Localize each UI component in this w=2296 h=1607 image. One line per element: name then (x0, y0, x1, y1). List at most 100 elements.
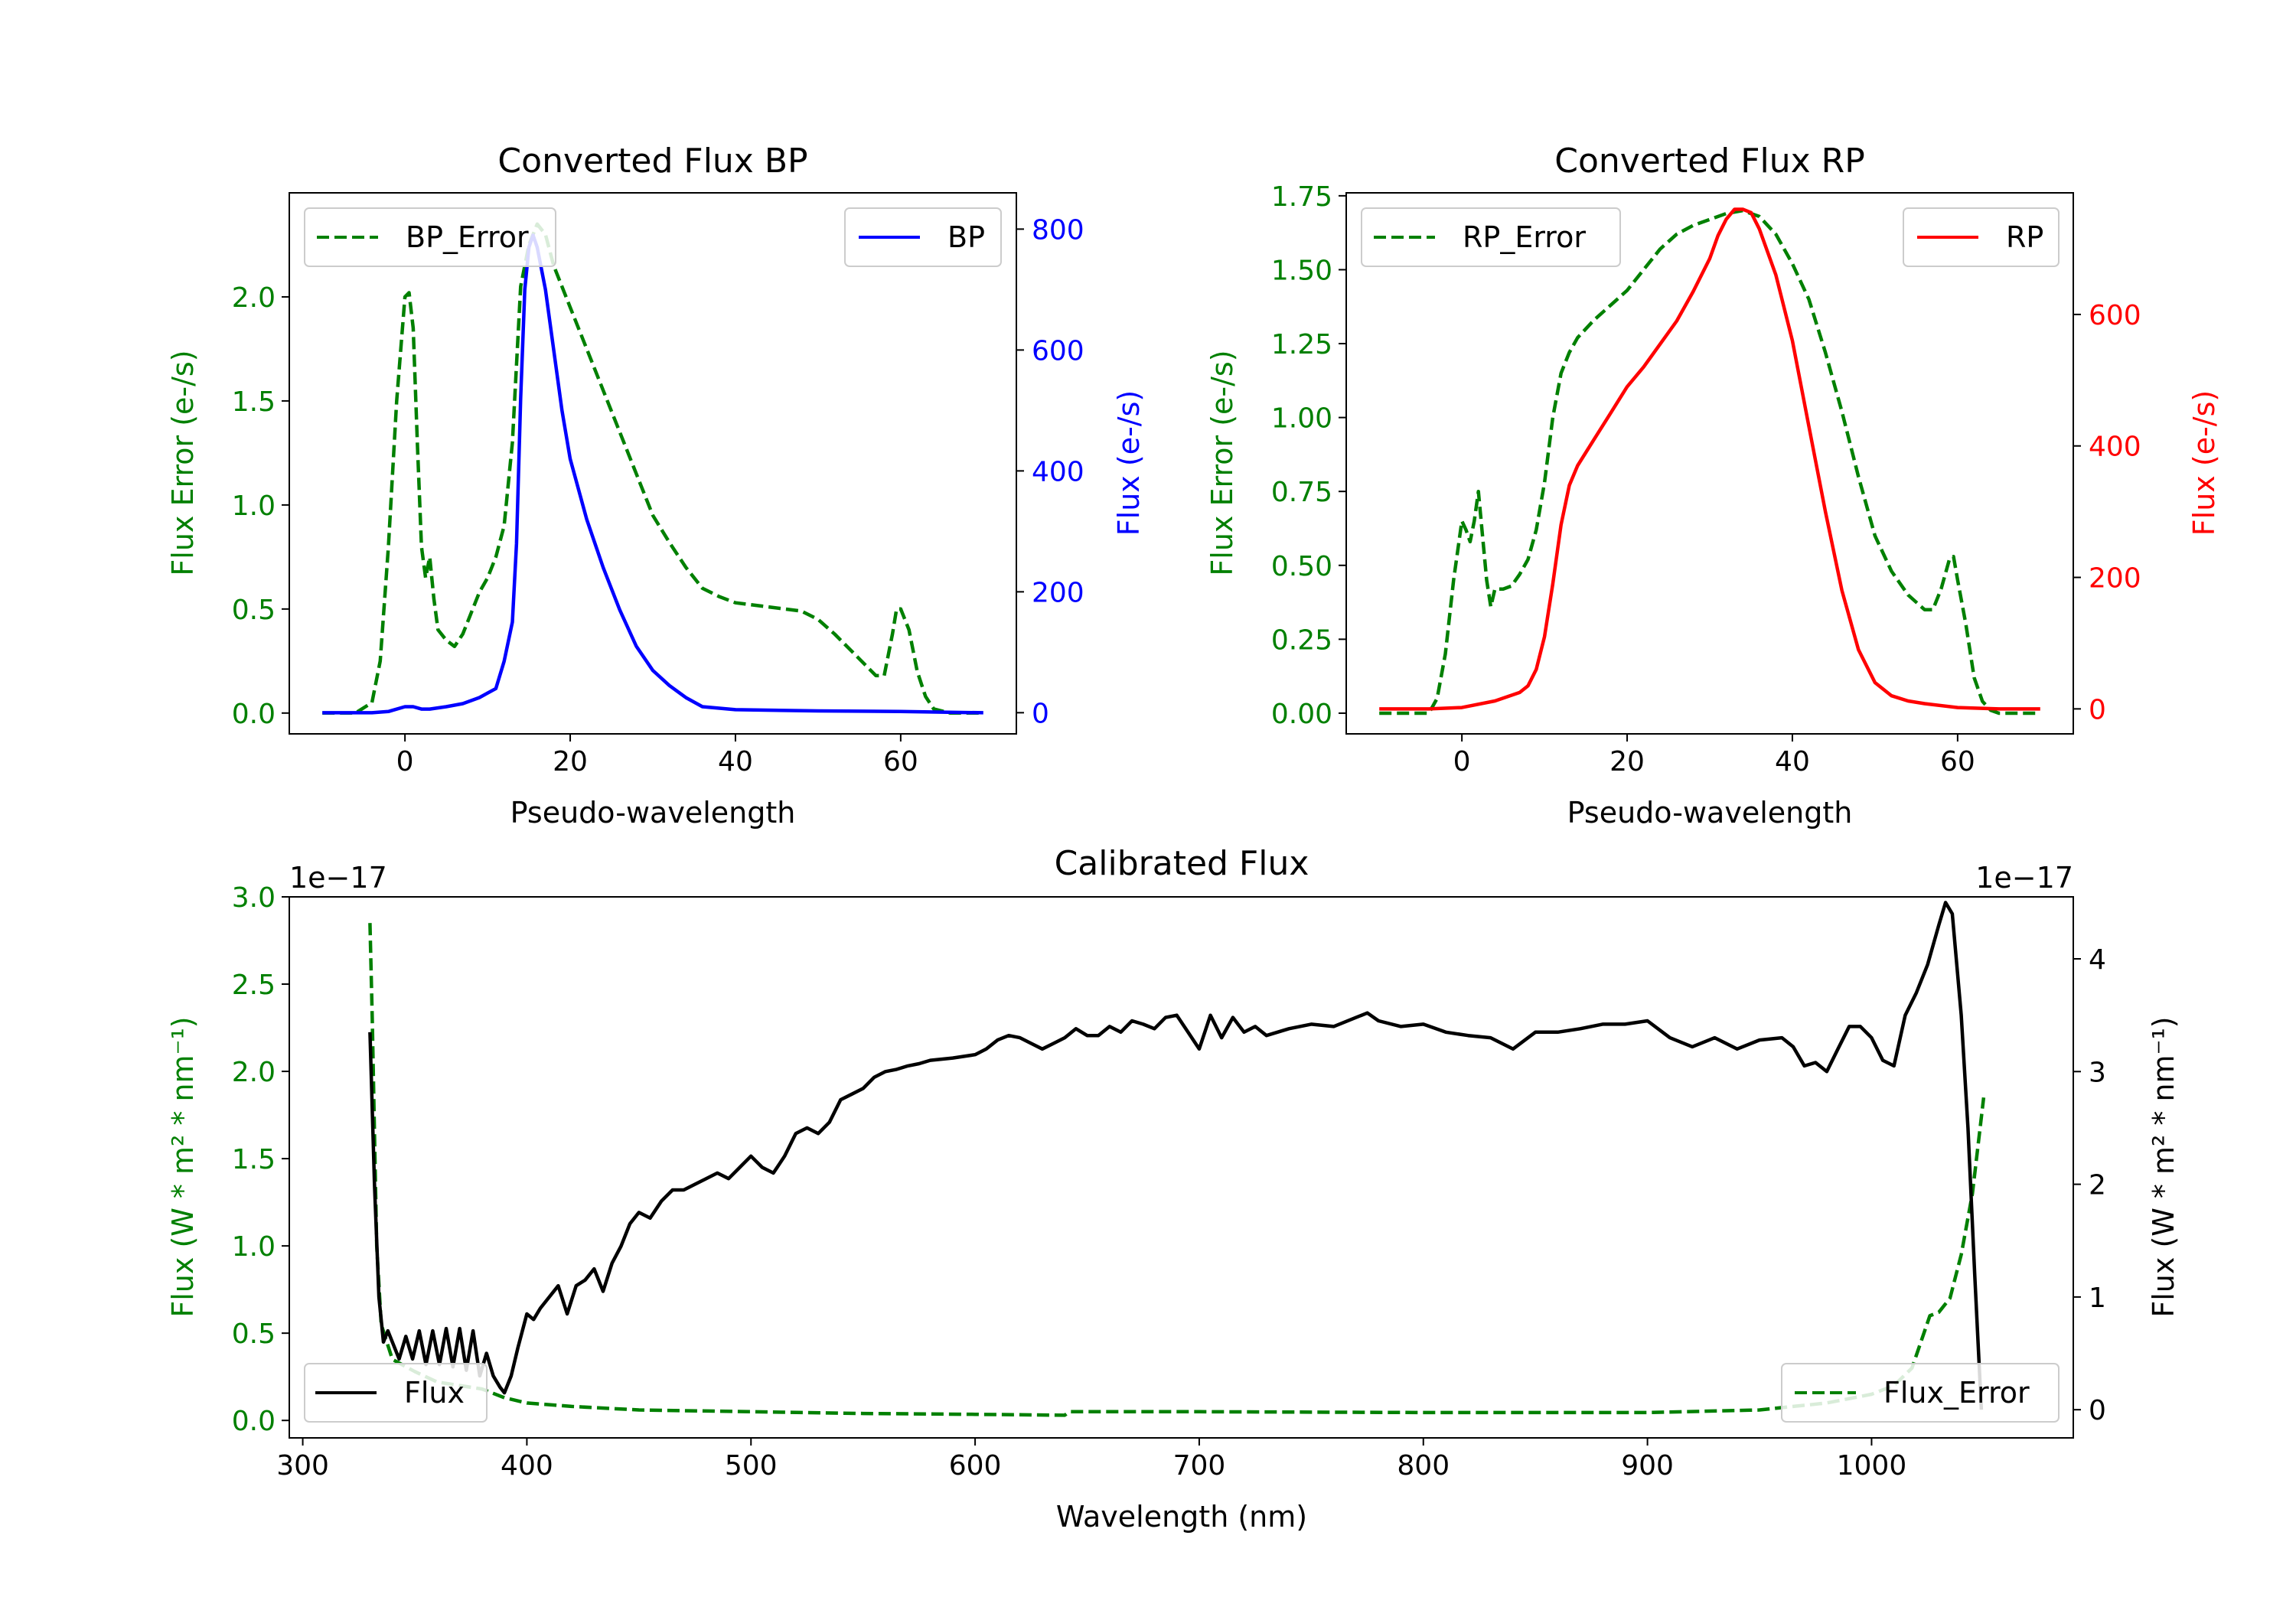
cal-y-axis-right: 0 1 2 3 4 (2073, 944, 2106, 1426)
rp-xtick-label: 40 (1775, 746, 1810, 777)
bp-ytick-left-label: 0.0 (232, 699, 276, 730)
rp-x-axis: 0 20 40 60 (1453, 734, 1975, 777)
rp-plot-area (1379, 207, 2040, 715)
bp-xtick-label: 40 (718, 746, 753, 777)
rp-ytick-left-label: 0.25 (1271, 624, 1332, 656)
rp-ytick-left-label: 1.25 (1271, 329, 1332, 360)
cal-ytick-right-label: 4 (2089, 944, 2106, 976)
cal-xtick-label: 700 (1173, 1450, 1226, 1482)
rp-ytick-left-label: 0.75 (1271, 477, 1332, 508)
cal-ytick-left-label: 0.5 (232, 1319, 276, 1350)
rp-ytick-left-label: 1.50 (1271, 255, 1332, 286)
cal-xtick-label: 800 (1397, 1450, 1450, 1482)
cal-y-axis-left: 0.0 0.5 1.0 1.5 2.0 2.5 3.0 (232, 882, 289, 1437)
cal-legend-error-label: Flux_Error (1883, 1376, 2030, 1410)
bp-ytick-right-label: 200 (1032, 577, 1084, 608)
cal-xtick-label: 300 (276, 1450, 329, 1482)
bp-ytick-right-label: 800 (1032, 214, 1084, 246)
cal-ytick-left-label: 1.0 (232, 1231, 276, 1263)
bp-y-axis-right: 0 200 400 600 800 (1016, 214, 1084, 729)
cal-ytick-left-label: 0.0 (232, 1406, 276, 1437)
rp-legend-flux: RP (1903, 207, 2060, 267)
cal-ytick-right-label: 1 (2089, 1283, 2106, 1314)
bp-plot-area (322, 222, 983, 715)
rp-xtick-label: 60 (1940, 746, 1975, 777)
rp-legend-error: RP_Error (1361, 207, 1621, 267)
bp-x-axis: 0 20 40 60 (396, 734, 918, 777)
rp-legend-error-label: RP_Error (1463, 220, 1586, 254)
cal-series-flux-error (368, 923, 1986, 1417)
bp-series-bp (322, 233, 983, 715)
bp-frame (289, 192, 1017, 735)
bp-xtick-label: 20 (553, 746, 588, 777)
cal-ytick-right-label: 3 (2089, 1057, 2106, 1088)
bp-ytick-right-label: 0 (1032, 698, 1049, 729)
bp-ytick-left-label: 0.5 (232, 595, 276, 626)
rp-ytick-right-label: 0 (2089, 694, 2106, 725)
cal-ylabel-right: Flux (W * m² * nm⁻¹) (2147, 1016, 2180, 1317)
bp-legend-error: BP_Error (304, 207, 556, 267)
bp-legend-flux: BP (844, 207, 1002, 267)
cal-legend-flux: Flux (304, 1363, 488, 1423)
rp-xtick-label: 20 (1609, 746, 1645, 777)
bp-ytick-left-label: 1.5 (232, 386, 276, 418)
rp-ytick-left-label: 0.50 (1271, 551, 1332, 582)
bp-ylabel-right: Flux (e-/s) (1112, 390, 1146, 536)
rp-ytick-right-label: 600 (2089, 300, 2141, 331)
rp-ylabel-right: Flux (e-/s) (2187, 390, 2221, 536)
cal-xtick-label: 1000 (1837, 1450, 1907, 1482)
cal-ytick-left-label: 2.5 (232, 970, 276, 1001)
cal-ytick-left-label: 1.5 (232, 1144, 276, 1175)
panel-rp: Converted Flux RP 0 20 40 60 0.000.250.500.… (1205, 142, 2221, 830)
cal-xtick-label: 400 (501, 1450, 553, 1482)
rp-title: Converted Flux RP (1554, 142, 1865, 181)
bp-title: Converted Flux BP (497, 142, 807, 181)
cal-title: Calibrated Flux (1055, 844, 1309, 883)
bp-xtick-label: 0 (396, 746, 414, 777)
cal-xtick-label: 600 (949, 1450, 1002, 1482)
cal-ytick-right-label: 2 (2089, 1170, 2106, 1201)
rp-ytick-left-label: 1.00 (1271, 403, 1332, 435)
bp-xlabel: Pseudo-wavelength (510, 796, 796, 830)
rp-ytick-left-label: 0.00 (1271, 699, 1332, 730)
cal-ytick-left-label: 3.0 (232, 882, 276, 914)
bp-legend-flux-label: BP (947, 220, 985, 254)
cal-legend-flux-label: Flux (404, 1376, 465, 1410)
cal-xlabel: Wavelength (nm) (1056, 1500, 1307, 1534)
bp-ytick-right-label: 600 (1032, 335, 1084, 367)
rp-xtick-label: 0 (1453, 746, 1471, 777)
rp-y-axis-right: 0 200 400 600 (2073, 300, 2141, 725)
rp-legend-flux-label: RP (2006, 220, 2043, 254)
rp-series-rp (1379, 207, 2040, 711)
bp-legend-error-label: BP_Error (406, 220, 529, 254)
cal-offset-right: 1e−17 (1975, 861, 2073, 895)
bp-ytick-right-label: 400 (1032, 456, 1084, 487)
cal-xtick-label: 900 (1621, 1450, 1674, 1482)
cal-x-axis: 300 400 500 600 700 800 900 1000 (276, 1438, 1906, 1482)
rp-frame (1345, 192, 2074, 735)
rp-y-axis-left: 0.00 0.25 0.50 0.75 1.00 1.25 1.50 1.75 (1271, 181, 1346, 730)
cal-ytick-right-label: 0 (2089, 1395, 2106, 1426)
rp-ylabel-left: Flux Error (e-/s) (1205, 350, 1239, 575)
cal-plot-area (368, 901, 1986, 1417)
cal-ylabel-left: Flux (W * m² * nm⁻¹) (166, 1016, 200, 1317)
rp-ytick-right-label: 400 (2089, 432, 2141, 463)
panel-bp: Converted Flux BP 0 20 40 60 0.0 0.5 1.0 1.5 2.… (166, 142, 1146, 830)
cal-ytick-left-label: 2.0 (232, 1057, 276, 1088)
bp-ytick-left-label: 1.0 (232, 491, 276, 522)
rp-xlabel: Pseudo-wavelength (1567, 796, 1853, 830)
rp-ytick-left-label: 1.75 (1271, 181, 1332, 213)
cal-xtick-label: 500 (725, 1450, 778, 1482)
panel-calibrated: Calibrated Flux 1e−17 1e−17 300 400 500 600… (166, 844, 2180, 1534)
bp-series-bp-error (322, 222, 983, 715)
cal-series-flux (368, 901, 1984, 1410)
rp-series-rp-error (1379, 208, 2040, 715)
rp-ytick-right-label: 200 (2089, 563, 2141, 595)
cal-legend-error: Flux_Error (1781, 1363, 2060, 1423)
bp-ylabel-left: Flux Error (e-/s) (166, 350, 200, 575)
bp-ytick-left-label: 2.0 (232, 282, 276, 314)
bp-xtick-label: 60 (883, 746, 918, 777)
cal-frame (289, 896, 2074, 1439)
cal-offset-left: 1e−17 (289, 861, 387, 895)
